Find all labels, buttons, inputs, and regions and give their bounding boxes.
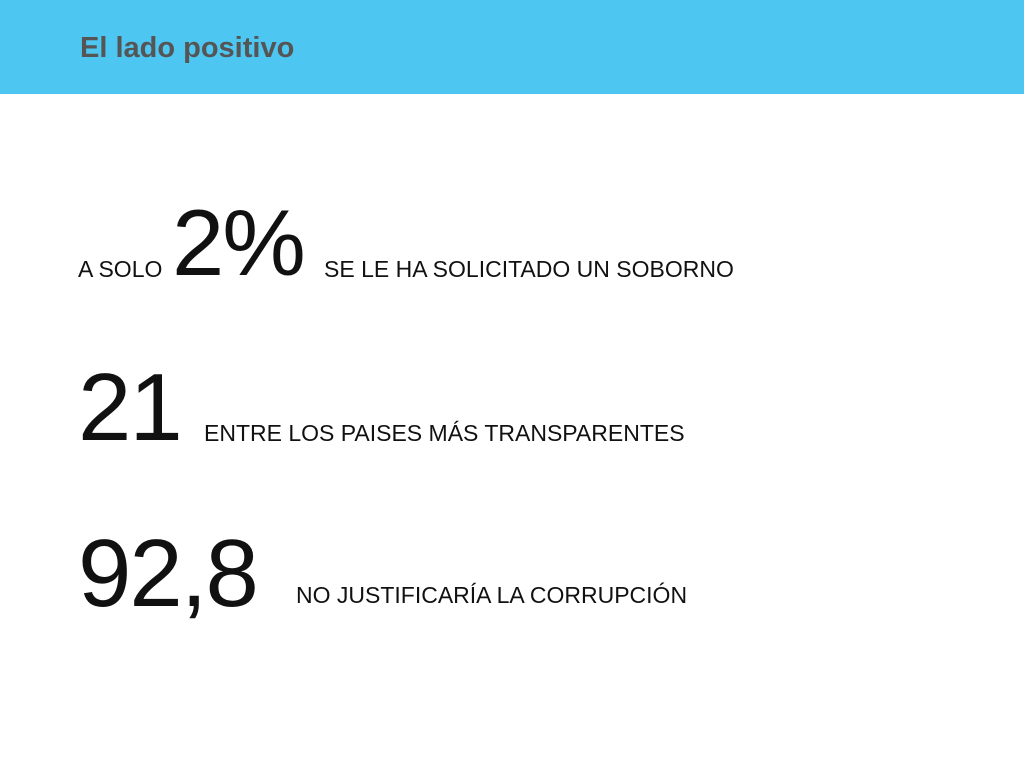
header-bar: El lado positivo xyxy=(0,0,1024,94)
stat-value: 92,8 xyxy=(78,520,259,627)
stat-label: ENTRE LOS PAISES MÁS TRANSPARENTES xyxy=(204,420,685,446)
stat-label: NO JUSTIFICARÍA LA CORRUPCIÓN xyxy=(296,582,688,608)
stat-label: SE LE HA SOLICITADO UN SOBORNO xyxy=(324,256,734,282)
slide-title: El lado positivo xyxy=(80,32,295,64)
stat-value: 21 xyxy=(78,354,183,461)
stat-prefix: A SOLO xyxy=(78,256,163,282)
stat-value: 2% xyxy=(172,190,306,295)
